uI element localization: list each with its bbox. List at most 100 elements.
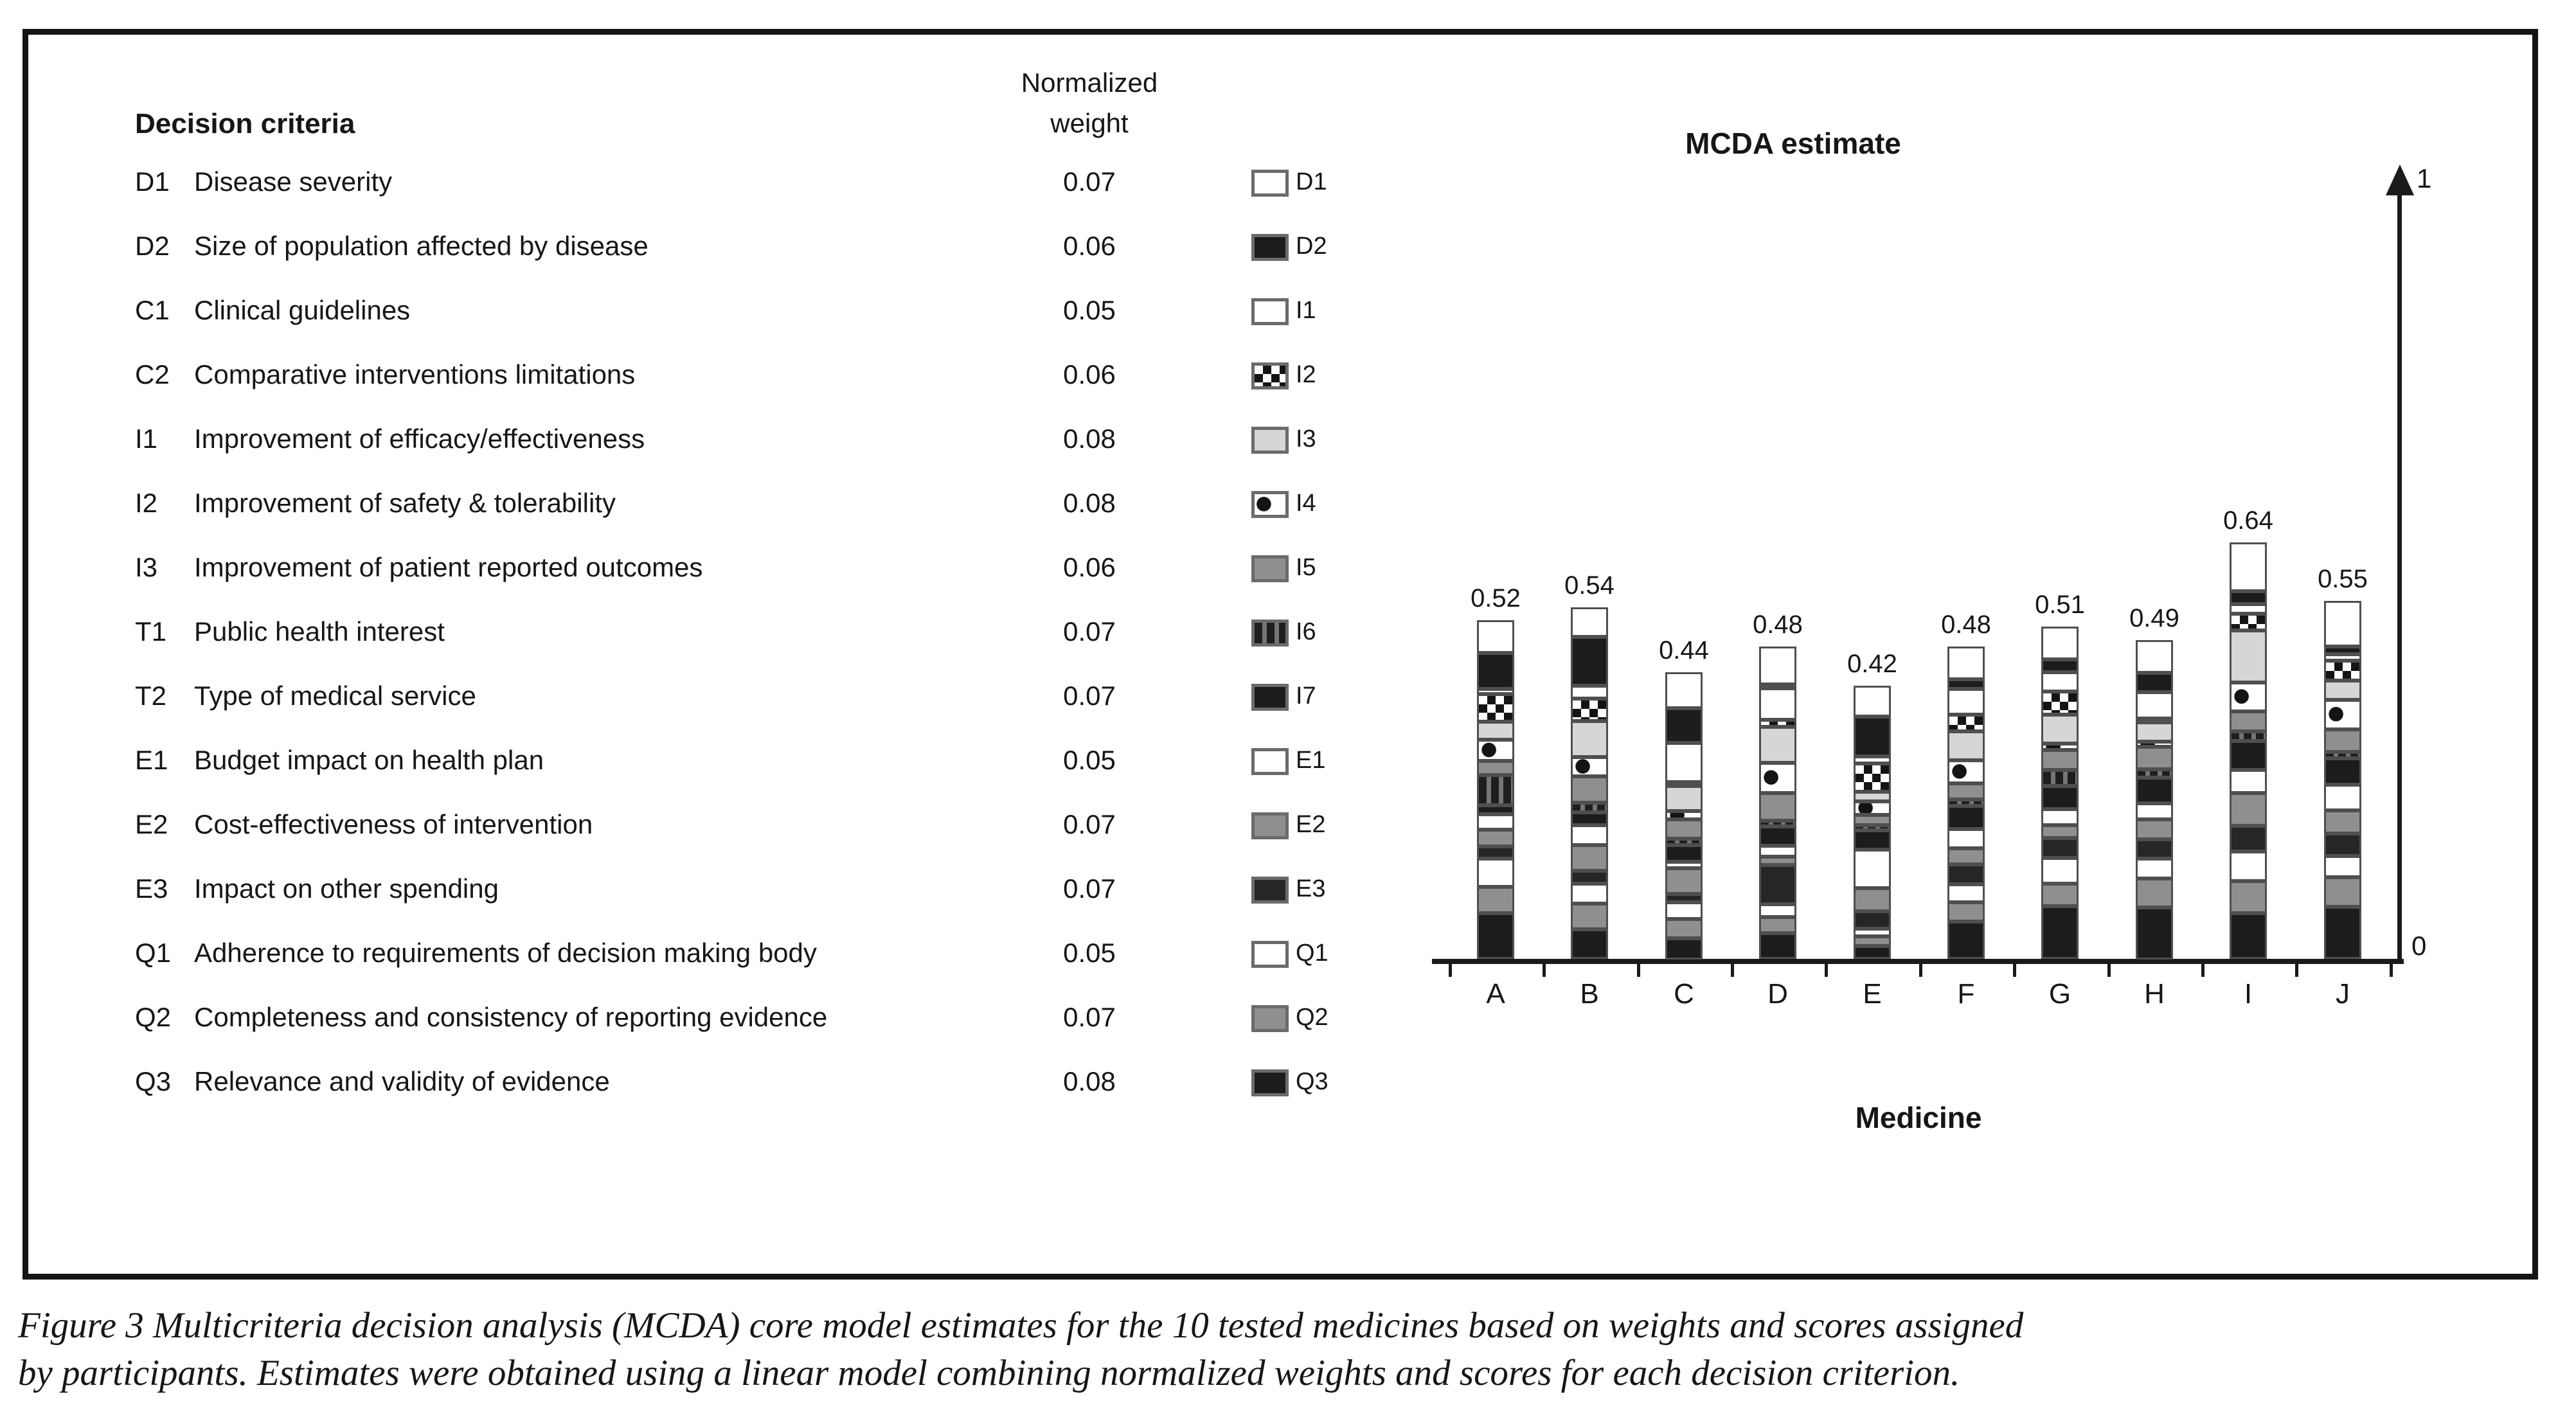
bar-H-segment-C2 bbox=[2136, 718, 2173, 722]
x-axis-tick bbox=[1731, 964, 1734, 977]
criterion-code-C2: C2 bbox=[135, 359, 170, 389]
criterion-code-Q2: Q2 bbox=[135, 1002, 172, 1032]
bar-D-segment-C1 bbox=[1759, 688, 1796, 720]
bar-C-segment-E2 bbox=[1665, 868, 1703, 895]
bar-C-segment-C1 bbox=[1665, 743, 1703, 783]
bar-B-segment-T2 bbox=[1571, 812, 1608, 826]
x-category-label-G: G bbox=[2048, 978, 2071, 1010]
bar-H-segment-E1 bbox=[2136, 803, 2173, 820]
x-axis-tick bbox=[1543, 964, 1546, 977]
legend-label-I3: I3 bbox=[1296, 425, 1316, 452]
x-category-label-D: D bbox=[1767, 978, 1788, 1010]
bar-J-segment-Q1 bbox=[2324, 856, 2361, 878]
criterion-weight-C2: 0.06 bbox=[1063, 359, 1116, 389]
x-axis-tick bbox=[1825, 964, 1828, 977]
x-axis-tick bbox=[2295, 964, 2298, 977]
criterion-code-E2: E2 bbox=[135, 809, 168, 839]
bar-E-segment-D1 bbox=[1854, 686, 1891, 717]
bar-E-segment-C2 bbox=[1854, 763, 1891, 792]
legend-swatch-D2-icon bbox=[1251, 234, 1289, 261]
bar-E-segment-I3 bbox=[1854, 814, 1891, 825]
y-axis-min-label: 0 bbox=[2411, 931, 2427, 961]
criterion-weight-E2: 0.07 bbox=[1063, 809, 1116, 839]
bar-D-segment-I3 bbox=[1759, 792, 1796, 821]
x-axis-tick bbox=[1919, 964, 1922, 977]
normalized-weight-header-line1: Normalized bbox=[1021, 67, 1158, 98]
figure-caption-line1: Figure 3 Multicriteria decision analysis… bbox=[18, 1305, 2024, 1346]
bar-B-segment-C1 bbox=[1571, 685, 1608, 699]
x-category-label-B: B bbox=[1580, 978, 1599, 1010]
bar-D-segment-E1 bbox=[1759, 845, 1796, 857]
bar-I-segment-I1 bbox=[2230, 630, 2267, 683]
x-axis-tick bbox=[1637, 964, 1640, 977]
criterion-weight-I1: 0.08 bbox=[1063, 424, 1116, 454]
bar-F-segment-C2 bbox=[1947, 715, 1985, 731]
bar-J-segment-I2 bbox=[2324, 699, 2361, 729]
bar-G-segment-Q2 bbox=[2041, 884, 2079, 907]
bar-H-segment-C1 bbox=[2136, 692, 2173, 718]
criterion-label-C2: Comparative interventions limitations bbox=[194, 359, 636, 389]
legend-label-D1: D1 bbox=[1296, 168, 1327, 195]
bar-D-segment-Q2 bbox=[1759, 917, 1796, 933]
bar-value-label-A: 0.52 bbox=[1471, 584, 1521, 612]
bar-G-segment-I1 bbox=[2041, 714, 2079, 744]
bar-H-segment-D2 bbox=[2136, 672, 2173, 693]
criterion-label-I3: Improvement of patient reported outcomes bbox=[194, 552, 703, 582]
legend-swatch-E3-icon bbox=[1251, 877, 1289, 904]
legend-swatch-I3-icon bbox=[1251, 427, 1289, 454]
x-axis-tick bbox=[2390, 964, 2393, 977]
bar-B-segment-I1 bbox=[1571, 721, 1608, 757]
bar-H bbox=[2136, 640, 2173, 960]
criterion-code-Q1: Q1 bbox=[135, 938, 172, 968]
criterion-weight-Q2: 0.07 bbox=[1063, 1002, 1116, 1032]
bar-J-segment-D1 bbox=[2324, 601, 2361, 647]
bar-E-segment-D2 bbox=[1854, 716, 1891, 757]
bar-H-segment-D1 bbox=[2136, 640, 2173, 673]
bar-G-segment-I3 bbox=[2041, 750, 2079, 770]
bar-C-segment-Q1 bbox=[1665, 902, 1703, 919]
criterion-weight-D2: 0.06 bbox=[1063, 231, 1116, 261]
legend-label-I1: I1 bbox=[1296, 297, 1316, 324]
bar-C-segment-I1 bbox=[1665, 786, 1703, 811]
bar-B-segment-D2 bbox=[1571, 636, 1608, 686]
bar-G bbox=[2041, 627, 2079, 959]
bar-F-segment-I1 bbox=[1947, 731, 1985, 761]
x-axis-tick bbox=[2107, 964, 2111, 977]
bar-F bbox=[1947, 647, 1985, 959]
bar-J-segment-Q3 bbox=[2324, 907, 2361, 959]
bar-D-segment-T2 bbox=[1759, 826, 1796, 846]
bar-C-segment-C2 bbox=[1665, 782, 1703, 787]
bar-C-segment-I2 bbox=[1665, 810, 1703, 819]
legend-swatch-Q3-icon bbox=[1251, 1069, 1289, 1096]
bar-J-segment-C2 bbox=[2324, 661, 2361, 681]
criterion-weight-C1: 0.05 bbox=[1063, 295, 1116, 325]
legend-swatch-I1-icon bbox=[1251, 298, 1289, 325]
bar-B-segment-D1 bbox=[1571, 607, 1608, 637]
x-axis-tick bbox=[1449, 964, 1452, 977]
bar-I-segment-Q3 bbox=[2230, 913, 2267, 959]
bar-G-segment-Q3 bbox=[2041, 906, 2079, 959]
bar-F-segment-Q1 bbox=[1947, 884, 1985, 902]
x-category-label-A: A bbox=[1486, 978, 1505, 1010]
bar-A-segment-E1 bbox=[1477, 814, 1514, 830]
bar-E-segment-E1 bbox=[1854, 850, 1891, 888]
bar-A-segment-I2 bbox=[1477, 740, 1514, 761]
criterion-code-E1: E1 bbox=[135, 745, 168, 775]
bar-H-segment-I1 bbox=[2136, 722, 2173, 742]
bar-J-segment-C1 bbox=[2324, 654, 2361, 661]
chart-title: MCDA estimate bbox=[1685, 127, 1901, 160]
bar-B-segment-Q3 bbox=[1571, 929, 1608, 959]
bar-C-segment-T2 bbox=[1665, 845, 1703, 862]
bar-J-segment-T2 bbox=[2324, 758, 2361, 785]
bar-H-segment-Q2 bbox=[2136, 878, 2173, 908]
bar-F-segment-D2 bbox=[1947, 679, 1985, 689]
legend-swatch-I6-icon bbox=[1251, 620, 1289, 647]
bar-I-segment-I2 bbox=[2230, 682, 2267, 712]
bar-value-label-B: 0.54 bbox=[1564, 571, 1614, 600]
bar-A-segment-C1 bbox=[1477, 689, 1514, 695]
bar-B-segment-I2 bbox=[1571, 756, 1608, 777]
bar-B-segment-I3 bbox=[1571, 776, 1608, 803]
bar-A-segment-Q1 bbox=[1477, 858, 1514, 888]
criterion-weight-I3: 0.06 bbox=[1063, 552, 1116, 582]
